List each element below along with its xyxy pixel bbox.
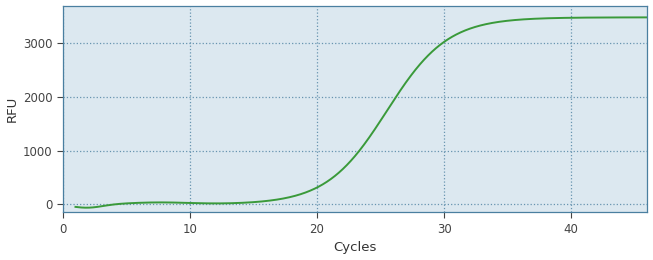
Y-axis label: RFU: RFU (6, 96, 18, 122)
X-axis label: Cycles: Cycles (334, 242, 377, 255)
